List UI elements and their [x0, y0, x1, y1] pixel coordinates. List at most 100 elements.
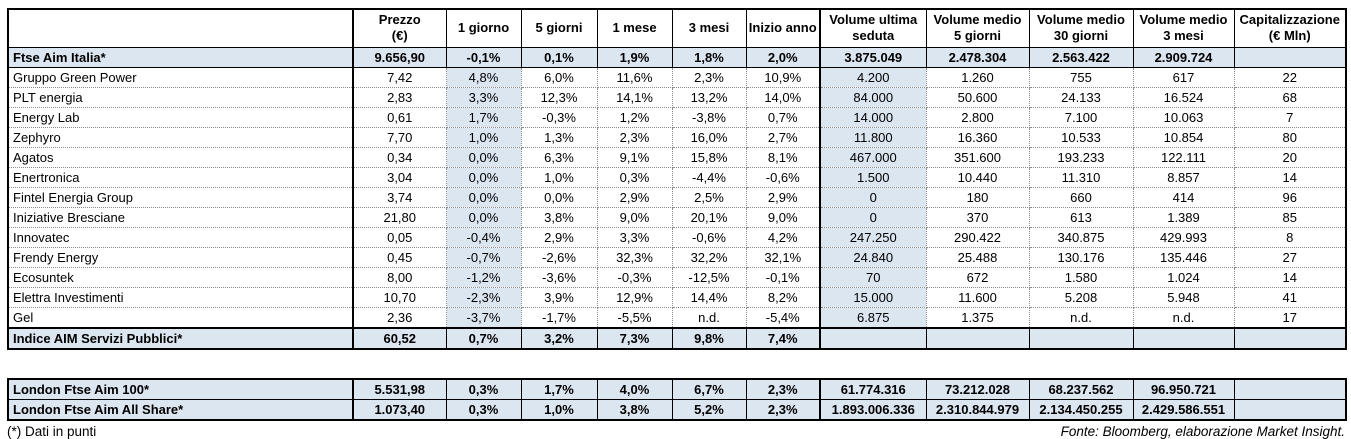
cell [1028, 326, 1134, 349]
cell: 11.800 [819, 126, 927, 148]
cell: 10,9% [745, 66, 821, 88]
cell: 290.422 [925, 226, 1030, 248]
column-header: 5 giorni [520, 8, 598, 48]
row-label: Enertronica [7, 166, 354, 188]
cell: 1.389 [1132, 206, 1235, 228]
cell: 41 [1233, 286, 1347, 308]
cell: -0,6% [745, 166, 821, 188]
cell: 2,9% [596, 186, 673, 208]
cell: 130.176 [1028, 246, 1134, 268]
cell: 9,8% [671, 326, 747, 349]
cell: 613 [1028, 206, 1134, 228]
cell: 22 [1233, 66, 1347, 88]
cell: 11.310 [1028, 166, 1134, 188]
cell: 96.950.721 [1132, 378, 1235, 400]
cell: 68 [1233, 86, 1347, 108]
cell: 660 [1028, 186, 1134, 208]
cell: 3,04 [352, 166, 447, 188]
cell: n.d. [1028, 306, 1134, 328]
table-row: Gel 2,36 -3,7% -1,7% -5,5% n.d. -5,4% 6.875 1.37… [7, 306, 1347, 328]
cell: 14,0% [745, 86, 821, 108]
footer: (*) Dati in punti Fonte: Bloomberg, elab… [7, 424, 1345, 439]
cell: 2.800 [925, 106, 1030, 128]
cell: 755 [1028, 66, 1134, 88]
cell: 1.375 [925, 306, 1030, 328]
cell: 1.073,40 [352, 398, 447, 420]
cell: 5,2% [671, 398, 747, 420]
cell: 617 [1132, 66, 1235, 88]
table-row: Innovatec 0,05 -0,4% 2,9% 3,3% -0,6% 4,2% 247.2… [7, 226, 1347, 248]
cell: 0,7% [445, 326, 522, 349]
column-header: 3 mesi [671, 8, 747, 48]
cell: 0,3% [596, 166, 673, 188]
cell: 5.948 [1132, 286, 1235, 308]
cell: 4.200 [819, 66, 927, 88]
cell: 0,05 [352, 226, 447, 248]
cell: 0,34 [352, 146, 447, 168]
cell: -0,3% [596, 266, 673, 288]
table-row: Fintel Energia Group 3,74 0,0% 0,0% 2,9% 2,5%… [7, 186, 1347, 208]
cell: 0,0% [445, 146, 522, 168]
cell: 15,8% [671, 146, 747, 168]
cell: 1,0% [520, 398, 598, 420]
cell: 3,2% [520, 326, 598, 349]
cell: 3,9% [520, 286, 598, 308]
cell: 32,1% [745, 246, 821, 268]
cell: -12,5% [671, 266, 747, 288]
cell: 9,0% [596, 206, 673, 228]
london-ftse-table: London Ftse Aim 100* 5.531,98 0,3% 1,7% 4,0%… [7, 377, 1347, 421]
cell: 2,3% [745, 398, 821, 420]
cell: 6,3% [520, 146, 598, 168]
table-row: Elettra Investimenti 10,70 -2,3% 3,9% 12,9% 1… [7, 286, 1347, 308]
cell: 9.656,90 [352, 46, 447, 68]
cell [819, 326, 927, 349]
cell: 3,3% [445, 86, 522, 108]
cell: -0,6% [671, 226, 747, 248]
cell: 12,3% [520, 86, 598, 108]
cell: 1,7% [445, 106, 522, 128]
header-row: Prezzo (€) 1 giorno 5 giorni 1 mese 3 mesi Ini… [7, 8, 1347, 48]
row-label: Frendy Energy [7, 246, 354, 268]
cell: 340.875 [1028, 226, 1134, 248]
cell: 16.360 [925, 126, 1030, 148]
cell: 10.440 [925, 166, 1030, 188]
cell: 27 [1233, 246, 1347, 268]
cell: 10.063 [1132, 106, 1235, 128]
cell: 429.993 [1132, 226, 1235, 248]
cell: 24.133 [1028, 86, 1134, 108]
cell: 2.310.844.979 [925, 398, 1030, 420]
cell: -1,2% [445, 266, 522, 288]
cell: -5,4% [745, 306, 821, 328]
cell: 7.100 [1028, 106, 1134, 128]
row-label: Gruppo Green Power [7, 66, 354, 88]
cell: -1,7% [520, 306, 598, 328]
cell: 20,1% [671, 206, 747, 228]
cell: 6.875 [819, 306, 927, 328]
cell: 0,0% [445, 206, 522, 228]
cell: 8,1% [745, 146, 821, 168]
column-header: Volume medio 30 giorni [1028, 8, 1134, 48]
cell: 2,3% [596, 126, 673, 148]
cell: 11.600 [925, 286, 1030, 308]
cell: 73.212.028 [925, 378, 1030, 400]
cell: 32,3% [596, 246, 673, 268]
cell: -0,7% [445, 246, 522, 268]
cell: 0,3% [445, 398, 522, 420]
row-label: Agatos [7, 146, 354, 168]
column-header: 1 giorno [445, 8, 522, 48]
cell: 0,45 [352, 246, 447, 268]
cell: 50.600 [925, 86, 1030, 108]
cell: 60,52 [352, 326, 447, 349]
cell: 0,3% [445, 378, 522, 400]
cell: 3.875.049 [819, 46, 927, 68]
cell: 5.208 [1028, 286, 1134, 308]
cell: -0,3% [520, 106, 598, 128]
cell: 96 [1233, 186, 1347, 208]
cell: 2,0% [745, 46, 821, 68]
column-header: Capitalizzazione (€ Mln) [1233, 8, 1347, 48]
cell: 12,9% [596, 286, 673, 308]
cell: 2,3% [671, 66, 747, 88]
cell: 2,3% [745, 378, 821, 400]
row-label: Energy Lab [7, 106, 354, 128]
table-row: Energy Lab 0,61 1,7% -0,3% 1,2% -3,8% 0,7% 14.0… [7, 106, 1347, 128]
